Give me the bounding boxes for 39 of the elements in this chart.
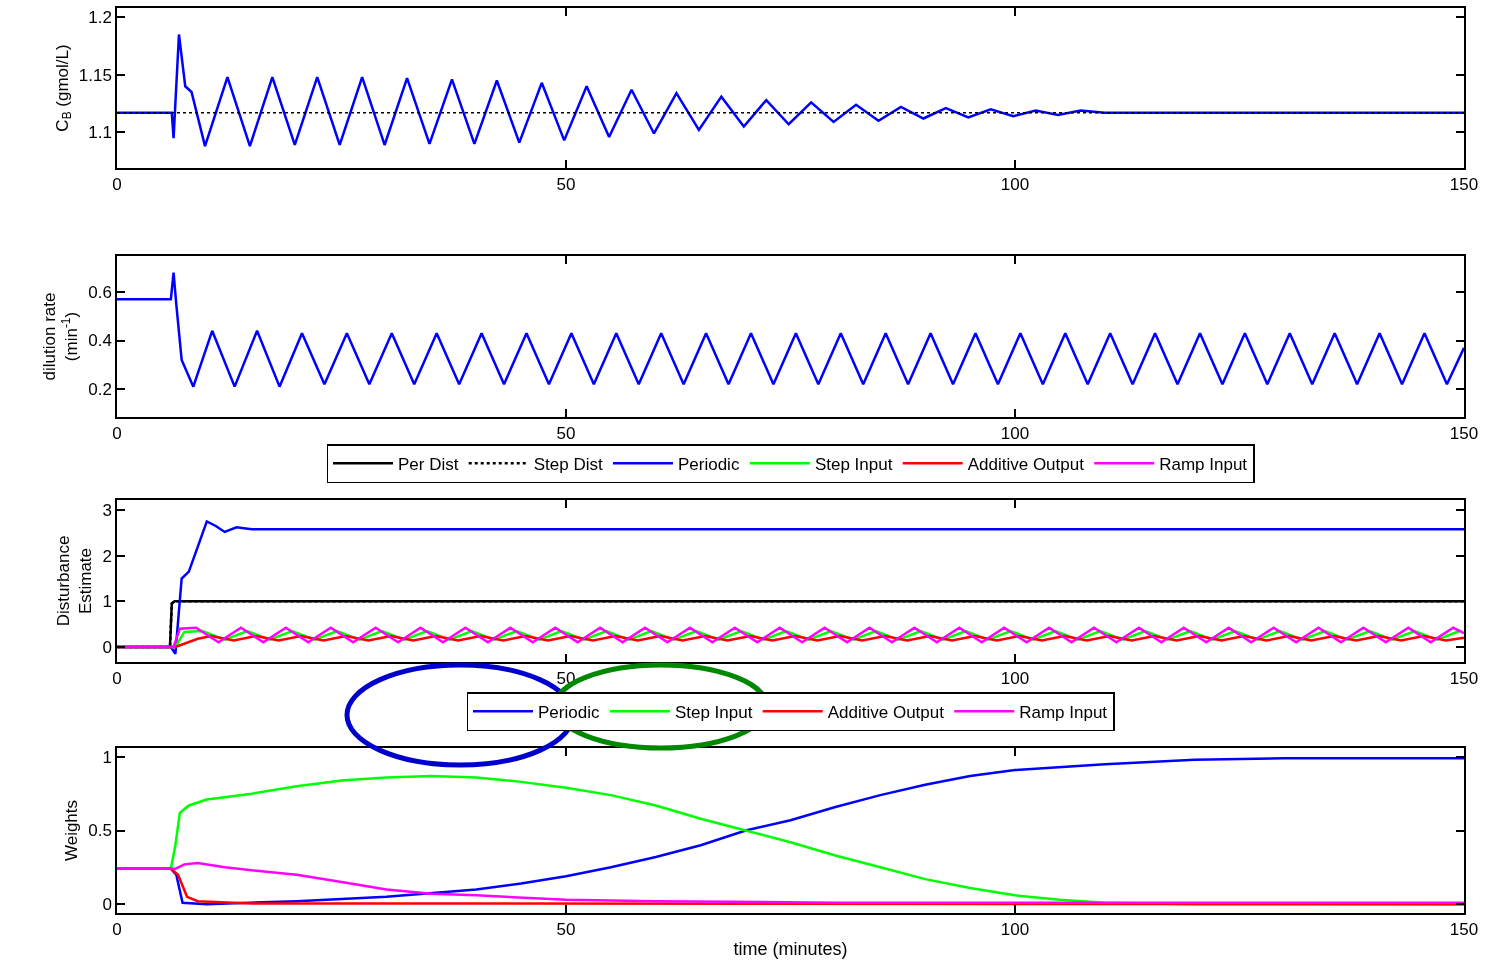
x-tick-label: 150 <box>1449 920 1479 940</box>
x-tick-label: 100 <box>1000 669 1030 689</box>
y-axis-title: Weights <box>62 799 82 862</box>
y-tick-label: 0 <box>102 637 112 657</box>
legend-label: Per Dist <box>398 454 459 474</box>
legend-label: Additive Output <box>967 454 1085 474</box>
x-tick-label: 50 <box>556 175 576 195</box>
x-axis-title: time (minutes) <box>733 938 848 959</box>
y-tick-label: 2 <box>102 546 112 566</box>
y-tick-label: 1 <box>102 592 112 612</box>
y-tick-label: 0.5 <box>88 821 112 841</box>
y-tick-label: 0.4 <box>88 331 112 351</box>
line-series <box>117 271 1464 388</box>
y-tick-label: 1.2 <box>88 8 112 28</box>
y-tick-label: 1.15 <box>78 65 112 85</box>
x-tick-label: 100 <box>1000 175 1030 195</box>
legend-label: Step Input <box>814 454 893 474</box>
legend-label: Periodic <box>677 454 740 474</box>
legend-label: Step Input <box>674 702 753 722</box>
y-tick-label: 1 <box>102 747 112 767</box>
x-tick-label: 50 <box>556 920 576 940</box>
legend-label: Periodic <box>538 702 600 722</box>
legend-label: Ramp Input <box>1159 454 1248 474</box>
y-axis-title: Disturbance Estimate <box>54 535 96 627</box>
x-tick-label: 50 <box>556 424 576 444</box>
legend-label: Ramp Input <box>1019 702 1108 722</box>
x-tick-label: 150 <box>1449 669 1479 689</box>
y-tick-label: 0 <box>102 895 112 915</box>
legend-label: Additive Output <box>827 702 945 722</box>
legend-label: Step Dist <box>533 454 603 474</box>
y-tick-label: 0.2 <box>88 380 112 400</box>
y-tick-label: 3 <box>102 500 112 520</box>
x-tick-label: 100 <box>1000 920 1030 940</box>
y-tick-label: 1.1 <box>88 123 112 143</box>
x-tick-label: 100 <box>1000 424 1030 444</box>
x-tick-label: 150 <box>1449 424 1479 444</box>
line-series <box>117 861 1464 904</box>
y-tick-label: 0.6 <box>88 282 112 302</box>
x-tick-label: 150 <box>1449 175 1479 195</box>
